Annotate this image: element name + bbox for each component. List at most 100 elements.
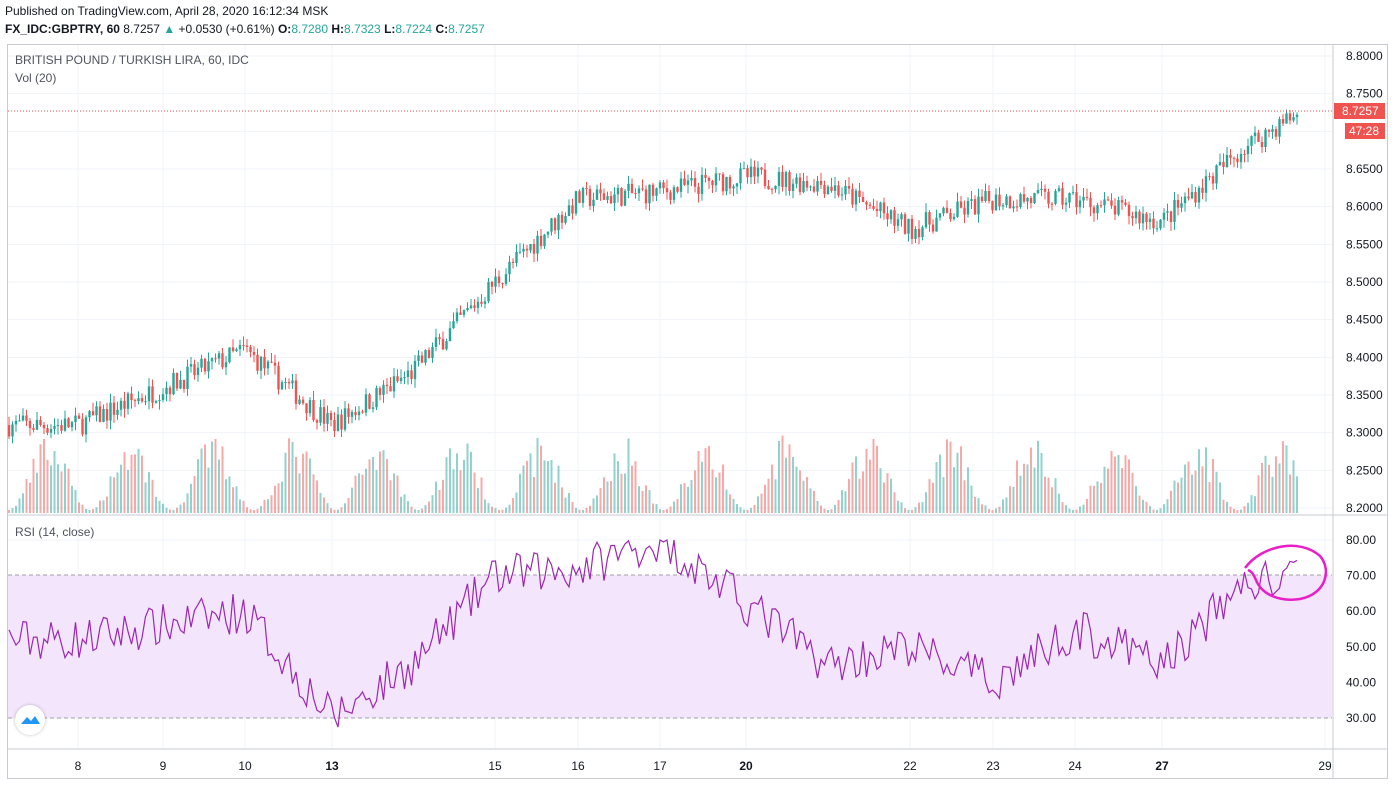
candle-body xyxy=(291,380,294,384)
volume-bar xyxy=(890,478,892,513)
volume-bar xyxy=(743,509,745,513)
candle-body xyxy=(1001,205,1005,207)
volume-bar xyxy=(274,485,276,513)
candle-body xyxy=(1092,207,1096,214)
candle-body xyxy=(1103,199,1106,206)
volume-bar xyxy=(246,507,248,513)
volume-bar xyxy=(673,501,675,513)
candle-body xyxy=(935,217,938,232)
candle-body xyxy=(658,182,662,189)
volume-bar xyxy=(141,455,143,513)
open-label: O: xyxy=(277,22,292,36)
volume-bar xyxy=(400,496,402,513)
volume-bar xyxy=(1026,464,1029,513)
volume-bar xyxy=(1187,461,1190,513)
candle-body xyxy=(165,387,168,395)
volume-bar xyxy=(834,504,836,513)
volume-bar xyxy=(165,507,168,513)
candle-body xyxy=(53,426,56,429)
candle-body xyxy=(630,183,634,193)
volume-bar xyxy=(599,488,602,513)
candle-body xyxy=(158,400,161,402)
candle-body xyxy=(809,186,812,188)
volume-bar xyxy=(242,500,245,513)
volume-bar xyxy=(1268,464,1270,513)
candle-body xyxy=(315,420,319,423)
candle-body xyxy=(32,428,35,430)
volume-bar xyxy=(176,507,178,513)
candle-body xyxy=(1057,188,1061,191)
volume-bar xyxy=(239,499,241,513)
candle-body xyxy=(987,190,991,202)
volume-bar xyxy=(22,493,24,513)
volume-bar xyxy=(288,438,290,513)
volume-bar xyxy=(183,502,185,513)
volume-bar xyxy=(767,478,770,513)
volume-bar xyxy=(267,499,269,513)
candle-body xyxy=(616,187,620,195)
volume-bar xyxy=(911,509,913,513)
volume-bar xyxy=(1271,476,1274,513)
candle-body xyxy=(735,183,739,187)
candle-body xyxy=(655,188,658,196)
candle-body xyxy=(816,180,819,192)
volume-bar xyxy=(529,453,532,513)
candle-body xyxy=(851,188,854,205)
candle-body xyxy=(609,196,613,204)
volume-bar xyxy=(739,507,742,513)
volume-bar xyxy=(337,509,339,513)
volume-bar xyxy=(505,507,507,513)
volume-bar xyxy=(778,440,780,513)
volume-bar xyxy=(421,508,423,513)
candle-body xyxy=(459,312,462,315)
volume-bar xyxy=(904,508,906,513)
candle-body xyxy=(644,189,648,204)
candle-body xyxy=(795,177,798,184)
volume-bar xyxy=(914,507,917,513)
volume-bar xyxy=(802,480,805,513)
candle-body xyxy=(193,364,196,376)
candle-body xyxy=(112,402,116,415)
candle-body xyxy=(91,411,95,416)
volume-bar xyxy=(827,510,829,513)
volume-bar xyxy=(568,492,570,513)
volume-bar xyxy=(547,461,549,513)
volume-bar xyxy=(134,454,136,513)
volume-bar xyxy=(270,495,273,513)
price-badge: 8.7257 xyxy=(1342,104,1379,118)
candle-body xyxy=(1019,194,1022,207)
candle-body xyxy=(144,401,147,403)
volume-bar xyxy=(410,506,413,513)
volume-bar xyxy=(438,489,441,513)
volume-bar xyxy=(225,479,227,513)
volume-bar xyxy=(249,509,252,513)
candle-body xyxy=(319,407,322,423)
candle-body xyxy=(525,248,529,251)
candle-body xyxy=(147,386,151,402)
candle-body xyxy=(690,177,693,181)
candle-body xyxy=(438,337,441,340)
candle-body xyxy=(119,400,123,410)
time-axis: 8 9 10 13 15 16 17 20 22 23 24 27 29 xyxy=(75,759,1332,773)
candle-body xyxy=(921,227,924,238)
volume-bar xyxy=(64,463,66,513)
candle-body xyxy=(1166,211,1169,213)
candle-body xyxy=(473,305,476,308)
volume-bar xyxy=(1110,450,1113,513)
volume-bar xyxy=(697,451,700,513)
volume-bar xyxy=(36,472,38,513)
candle-body xyxy=(882,202,886,214)
candle-body xyxy=(1271,129,1274,132)
candle-body xyxy=(1190,191,1194,199)
candle-body xyxy=(571,205,574,214)
volume-bar xyxy=(841,490,843,513)
volume-bar xyxy=(1278,463,1281,513)
candle-body xyxy=(25,415,28,421)
candle-body xyxy=(189,364,193,367)
tradingview-logo-icon[interactable] xyxy=(15,705,45,735)
volume-bar xyxy=(1226,501,1228,513)
volume-bar xyxy=(1009,486,1011,513)
time-tick-label: 13 xyxy=(325,759,339,773)
volume-bar xyxy=(1103,466,1106,513)
